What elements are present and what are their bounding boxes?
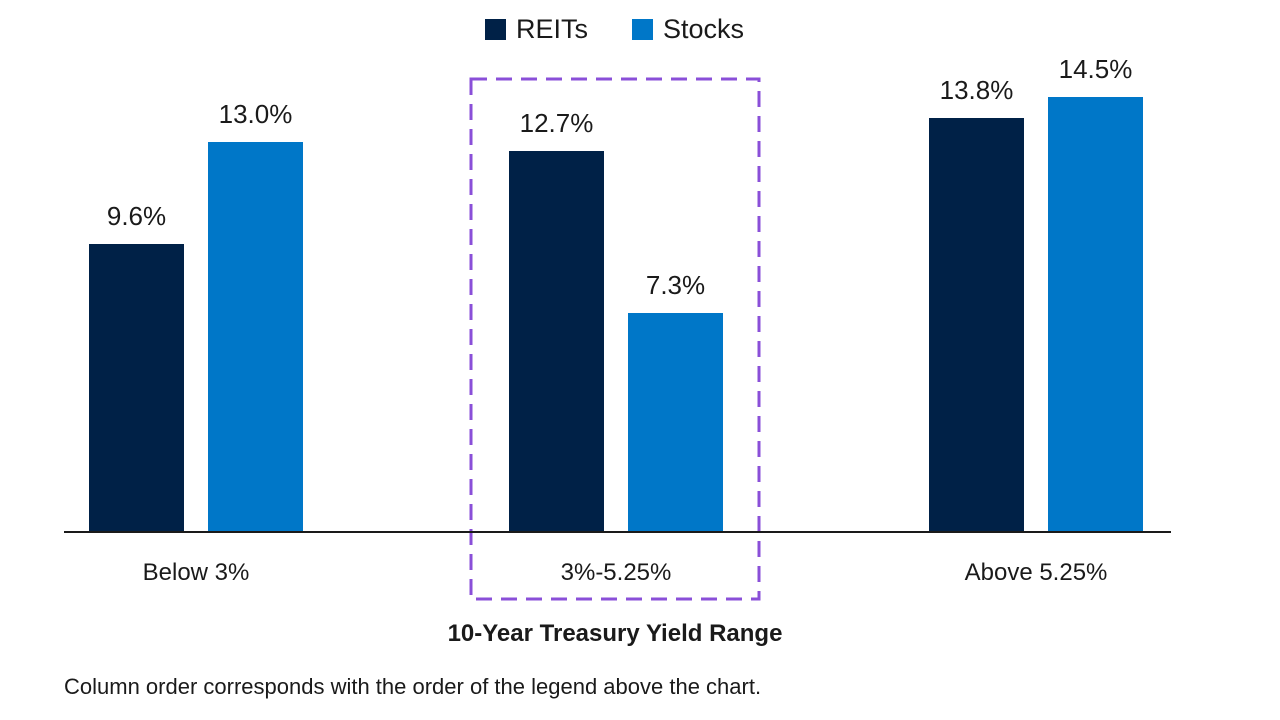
data-label-reits-3-5-25: 12.7% bbox=[520, 108, 594, 138]
data-label-stocks-below-3: 13.0% bbox=[219, 99, 293, 129]
bar-stocks-3-5-25 bbox=[628, 313, 723, 532]
highlight-box bbox=[469, 77, 761, 601]
footnote: Column order corresponds with the order … bbox=[64, 674, 762, 699]
legend-item-stocks: Stocks bbox=[632, 14, 744, 45]
legend-swatch-stocks bbox=[632, 19, 654, 40]
data-label-stocks-above-5-25: 14.5% bbox=[1059, 54, 1133, 84]
x-axis-title: 10-Year Treasury Yield Range bbox=[448, 620, 783, 647]
x-tick-label-3-5-25: 3%-5.25% bbox=[561, 559, 672, 586]
data-label-reits-above-5-25: 13.8% bbox=[940, 75, 1014, 105]
legend: REITs Stocks bbox=[485, 14, 788, 45]
data-label-stocks-3-5-25: 7.3% bbox=[646, 270, 705, 300]
x-tick-label-below-3: Below 3% bbox=[143, 559, 250, 586]
bar-reits-below-3 bbox=[89, 244, 184, 532]
bar-reits-3-5-25 bbox=[509, 151, 604, 532]
bar-stocks-above-5-25 bbox=[1048, 97, 1143, 532]
bar-reits-above-5-25 bbox=[929, 118, 1024, 532]
legend-item-reits: REITs bbox=[485, 14, 588, 45]
legend-label-stocks: Stocks bbox=[663, 14, 745, 44]
bar-stocks-below-3 bbox=[208, 142, 303, 532]
legend-swatch-reits bbox=[485, 19, 506, 40]
legend-label-reits: REITs bbox=[516, 14, 589, 44]
x-tick-label-above-5-25: Above 5.25% bbox=[965, 559, 1108, 586]
data-label-reits-below-3: 9.6% bbox=[107, 201, 166, 231]
